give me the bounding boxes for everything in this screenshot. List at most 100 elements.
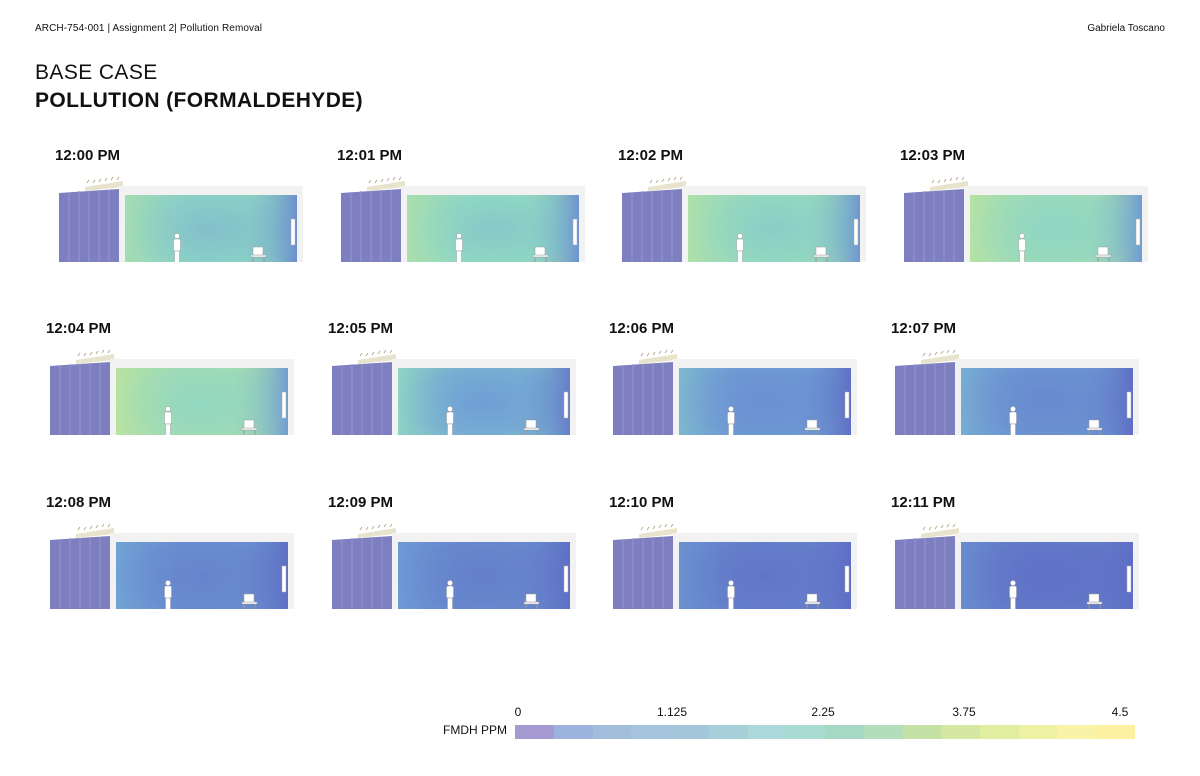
legend-label: FMDH PPM bbox=[443, 723, 507, 737]
room-section-diagram bbox=[895, 523, 1139, 609]
room-section-diagram bbox=[50, 523, 294, 609]
time-label: 12:09 PM bbox=[328, 494, 394, 511]
room-section-diagram bbox=[613, 523, 857, 609]
desk-furniture bbox=[804, 593, 821, 609]
desk-furniture bbox=[250, 246, 267, 262]
author-name: Gabriela Toscano bbox=[1087, 23, 1165, 34]
wall-unit bbox=[1126, 565, 1132, 593]
wall-unit bbox=[572, 218, 578, 246]
time-label: 12:01 PM bbox=[337, 147, 403, 164]
person-figure bbox=[455, 233, 463, 262]
legend-swatch bbox=[592, 725, 632, 739]
facade-louver bbox=[341, 176, 405, 262]
time-label: 12:00 PM bbox=[55, 147, 121, 164]
time-panel: 12:02 PM bbox=[618, 147, 888, 262]
facade-louver bbox=[50, 349, 114, 435]
facade-louver bbox=[332, 349, 396, 435]
desk-furniture bbox=[532, 246, 549, 262]
time-panel: 12:06 PM bbox=[609, 320, 879, 435]
wall-unit bbox=[563, 391, 569, 419]
legend-swatch bbox=[515, 725, 554, 739]
person-figure bbox=[173, 233, 181, 262]
wall-unit bbox=[844, 565, 850, 593]
time-label: 12:02 PM bbox=[618, 147, 684, 164]
time-panel: 12:07 PM bbox=[891, 320, 1161, 435]
legend-swatch bbox=[747, 725, 787, 739]
facade-louver bbox=[895, 523, 959, 609]
facade-louver bbox=[904, 176, 968, 262]
page-subtitle: POLLUTION (FORMALDEHYDE) bbox=[35, 89, 364, 112]
legend-color-bar bbox=[515, 725, 1135, 739]
wall-unit bbox=[281, 391, 287, 419]
desk-furniture bbox=[804, 419, 821, 435]
legend-swatch bbox=[980, 725, 1019, 739]
time-panel: 12:10 PM bbox=[609, 494, 879, 609]
time-panel: 12:11 PM bbox=[891, 494, 1161, 609]
desk-furniture bbox=[1095, 246, 1112, 262]
time-label: 12:08 PM bbox=[46, 494, 112, 511]
page-title: BASE CASE bbox=[35, 61, 158, 84]
legend-swatch bbox=[631, 725, 670, 739]
desk-furniture bbox=[813, 246, 830, 262]
legend-tick: 4.5 bbox=[1111, 705, 1129, 719]
time-label: 12:03 PM bbox=[900, 147, 966, 164]
wall-unit bbox=[563, 565, 569, 593]
room-section-diagram bbox=[895, 349, 1139, 435]
room-section-diagram bbox=[59, 176, 303, 262]
legend-tick: 2.25 bbox=[811, 705, 835, 719]
time-panel: 12:08 PM bbox=[46, 494, 316, 609]
person-figure bbox=[446, 406, 454, 435]
person-figure bbox=[727, 406, 735, 435]
room-section-diagram bbox=[50, 349, 294, 435]
person-figure bbox=[727, 580, 735, 609]
legend-swatch bbox=[708, 725, 748, 739]
legend-tick: 1.125 bbox=[656, 705, 688, 719]
time-label: 12:05 PM bbox=[328, 320, 394, 337]
room-section-diagram bbox=[332, 523, 576, 609]
time-label: 12:11 PM bbox=[891, 494, 956, 511]
desk-furniture bbox=[523, 419, 540, 435]
room-section-diagram bbox=[622, 176, 866, 262]
person-figure bbox=[1018, 233, 1026, 262]
time-label: 12:06 PM bbox=[609, 320, 675, 337]
room-section-diagram bbox=[332, 349, 576, 435]
wall-unit bbox=[844, 391, 850, 419]
legend-swatch bbox=[941, 725, 980, 739]
legend-swatch bbox=[670, 725, 709, 739]
person-figure bbox=[1009, 580, 1017, 609]
time-panel: 12:05 PM bbox=[328, 320, 598, 435]
wall-unit bbox=[853, 218, 859, 246]
time-panel: 12:01 PM bbox=[337, 147, 607, 262]
facade-louver bbox=[613, 523, 677, 609]
time-panel: 12:00 PM bbox=[55, 147, 325, 262]
desk-furniture bbox=[241, 419, 258, 435]
facade-louver bbox=[613, 349, 677, 435]
legend-tick: 0 bbox=[514, 705, 522, 719]
person-figure bbox=[446, 580, 454, 609]
time-panel: 12:04 PM bbox=[46, 320, 316, 435]
facade-louver bbox=[622, 176, 686, 262]
facade-louver bbox=[332, 523, 396, 609]
room-section-diagram bbox=[904, 176, 1148, 262]
legend-swatch bbox=[553, 725, 593, 739]
person-figure bbox=[1009, 406, 1017, 435]
time-panel: 12:03 PM bbox=[900, 147, 1170, 262]
facade-louver bbox=[50, 523, 114, 609]
desk-furniture bbox=[1086, 593, 1103, 609]
time-label: 12:04 PM bbox=[46, 320, 112, 337]
time-panel: 12:09 PM bbox=[328, 494, 598, 609]
wall-unit bbox=[290, 218, 296, 246]
legend-swatch bbox=[825, 725, 864, 739]
desk-furniture bbox=[523, 593, 540, 609]
person-figure bbox=[164, 580, 172, 609]
course-header: ARCH-754-001 | Assignment 2| Pollution R… bbox=[35, 23, 263, 34]
facade-louver bbox=[895, 349, 959, 435]
person-figure bbox=[164, 406, 172, 435]
legend-swatch bbox=[786, 725, 825, 739]
person-figure bbox=[736, 233, 744, 262]
legend-swatch bbox=[1057, 725, 1097, 739]
room-section-diagram bbox=[341, 176, 585, 262]
legend-swatch bbox=[902, 725, 942, 739]
time-label: 12:07 PM bbox=[891, 320, 957, 337]
wall-unit bbox=[1135, 218, 1141, 246]
